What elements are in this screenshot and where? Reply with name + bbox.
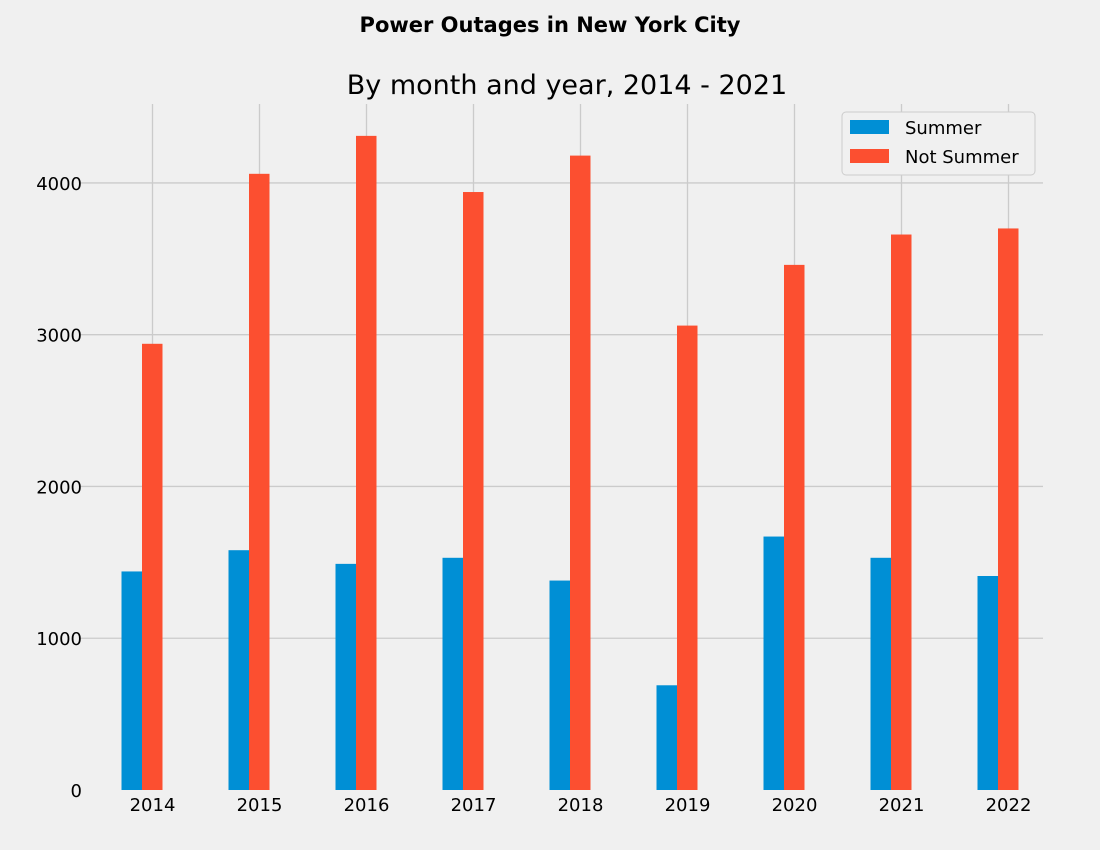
- bar-summer-2021: [870, 557, 891, 790]
- x-tick-label: 2017: [451, 795, 497, 816]
- bar-summer-2022: [977, 576, 998, 790]
- legend-swatch-not-summer: [850, 149, 889, 163]
- bar-summer-2018: [549, 580, 570, 790]
- bar-summer-2019: [656, 685, 677, 790]
- y-tick-labels: 0 1000 2000 3000 4000: [36, 174, 82, 802]
- x-tick-label: 2021: [879, 795, 925, 816]
- bar-not-summer-2014: [142, 343, 163, 790]
- x-tick-label: 2020: [772, 795, 818, 816]
- chart-title: By month and year, 2014 - 2021: [347, 70, 787, 101]
- bar-not-summer-2016: [356, 135, 377, 790]
- bar-not-summer-2018: [570, 155, 591, 790]
- bar-not-summer-2021: [891, 234, 912, 791]
- legend-swatch-summer: [850, 120, 889, 134]
- bar-not-summer-2020: [784, 264, 805, 790]
- legend-frame: [841, 111, 1036, 176]
- x-tick-labels: 2014 2015 2016 2017 2018 2019 2020 2021 2022: [130, 795, 1032, 816]
- x-tick-label: 2014: [130, 795, 176, 816]
- y-tick-label: 1000: [36, 629, 82, 650]
- bar-not-summer-2019: [677, 325, 698, 790]
- x-tick-label: 2015: [237, 795, 283, 816]
- bar-summer-2017: [442, 557, 463, 790]
- x-tick-label: 2016: [344, 795, 390, 816]
- legend-label-not-summer: Not Summer: [905, 147, 1019, 168]
- bar-summer-2016: [335, 563, 356, 790]
- bar-summer-2015: [228, 550, 249, 790]
- figure-suptitle: Power Outages in New York City: [359, 13, 741, 37]
- bars-layer: [121, 135, 1019, 791]
- bar-summer-2020: [763, 536, 784, 790]
- y-tick-label: 2000: [36, 477, 82, 498]
- legend: Summer Not Summer: [841, 111, 1036, 176]
- x-tick-label: 2019: [665, 795, 711, 816]
- x-tick-label: 2022: [986, 795, 1032, 816]
- y-tick-label: 0: [71, 781, 82, 802]
- bar-not-summer-2015: [249, 173, 270, 791]
- y-tick-label: 3000: [36, 326, 82, 347]
- bar-not-summer-2017: [463, 192, 484, 790]
- legend-label-summer: Summer: [905, 118, 982, 139]
- bar-not-summer-2022: [998, 228, 1019, 791]
- bar-summer-2014: [121, 571, 142, 790]
- x-tick-label: 2018: [558, 795, 604, 816]
- y-tick-label: 4000: [36, 174, 82, 195]
